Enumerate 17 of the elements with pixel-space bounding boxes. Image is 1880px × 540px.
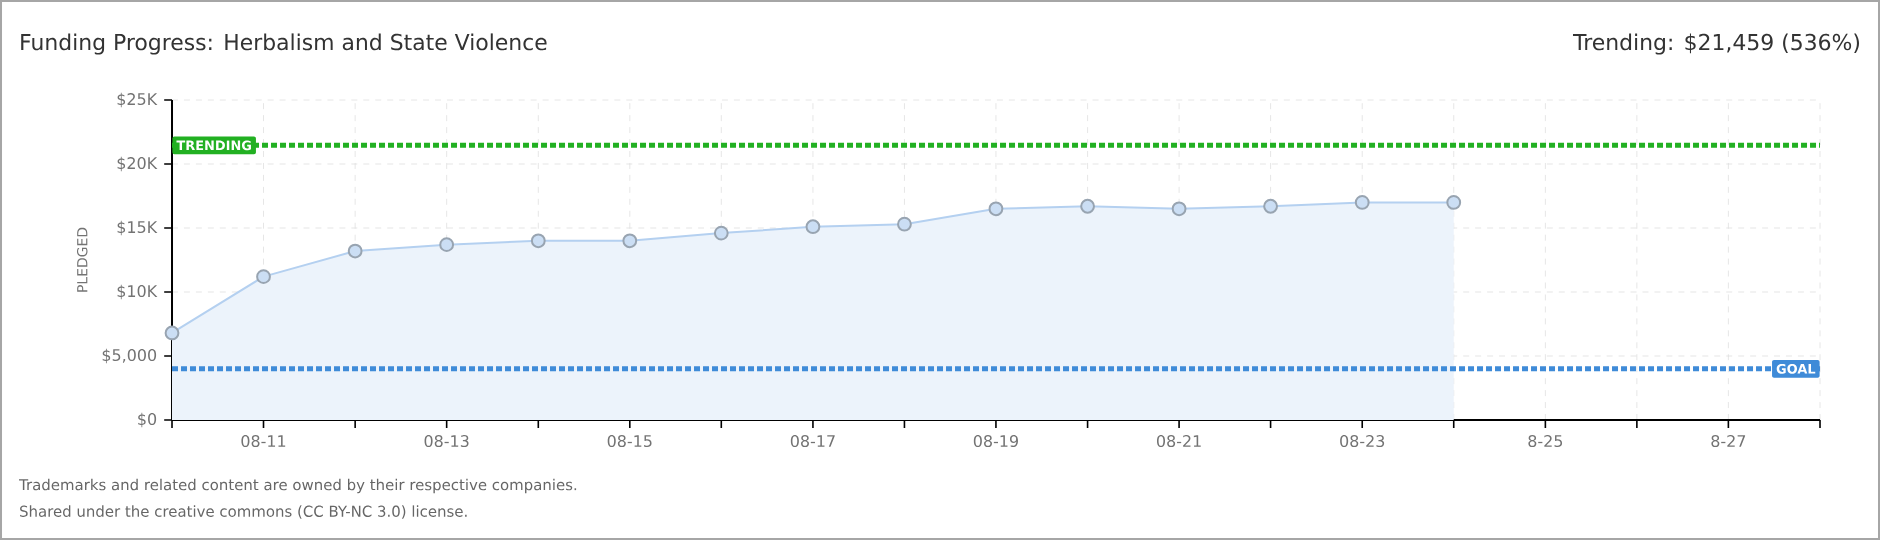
point [988, 201, 1004, 217]
chart-title: Funding Progress: Herbalism and State Violence [21, 33, 547, 55]
point [1354, 195, 1370, 210]
point [530, 233, 546, 249]
point [347, 243, 363, 259]
point [256, 269, 271, 285]
point [713, 225, 729, 241]
chart-subtitle: Trending: $21,459 (536%) [1572, 33, 1860, 55]
point [805, 219, 821, 235]
point [1080, 198, 1095, 214]
point [164, 325, 180, 341]
point [1171, 201, 1187, 217]
point [1263, 198, 1278, 214]
point [439, 237, 455, 253]
point [897, 216, 912, 232]
point [1446, 195, 1462, 210]
point [622, 233, 638, 249]
